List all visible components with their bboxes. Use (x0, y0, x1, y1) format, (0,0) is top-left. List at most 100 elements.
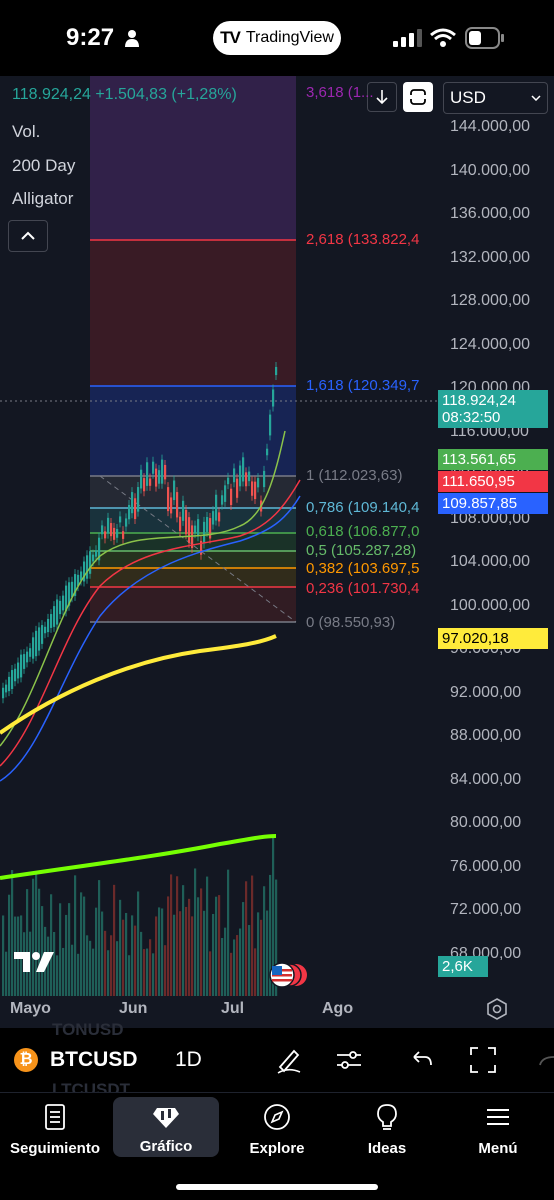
candle (47, 618, 50, 633)
undo-icon[interactable] (406, 1045, 436, 1075)
candle (161, 459, 164, 484)
ma200-tag: 97.020,18 (438, 628, 548, 649)
price-axis-label: 76.000,00 (450, 857, 522, 875)
candle (203, 521, 206, 544)
volume-bar (164, 945, 167, 996)
candle (56, 599, 59, 625)
volume-tag: 2,6K (438, 956, 488, 977)
volume-bar (62, 947, 65, 996)
candle (50, 614, 53, 628)
candle (248, 471, 251, 482)
fullscreen-frame-icon[interactable] (468, 1045, 498, 1075)
indicators-sliders-icon[interactable] (334, 1045, 364, 1075)
app-pill-label: TradingView (245, 29, 334, 46)
currency-select[interactable]: USD (443, 82, 548, 114)
candle (137, 487, 140, 512)
candle (173, 480, 176, 501)
us-flag-event-icon[interactable] (268, 960, 308, 990)
indicator-volume[interactable]: Vol. (12, 122, 41, 141)
volume-bar (200, 888, 203, 996)
price-chart[interactable] (0, 76, 554, 1028)
volume-bar (170, 874, 173, 996)
volume-bar (269, 874, 272, 996)
volume-bar (50, 894, 53, 996)
bottom-navigation: Seguimiento Gráfico Explore Ideas Menú (0, 1092, 554, 1200)
ohlc-change: 118.924,24 +1.504,83 (+1,28%) (12, 86, 237, 103)
volume-bar (248, 925, 251, 996)
nav-menu[interactable]: Menú (446, 1093, 550, 1165)
chart-area[interactable]: 118.924,24 +1.504,83 (+1,28%) Vol. 200 D… (0, 76, 554, 1028)
candle (92, 554, 95, 562)
candle (266, 448, 269, 456)
alligator-teeth-tag: 111.650,95 (438, 471, 548, 492)
volume-bar (101, 911, 104, 996)
hamburger-menu-icon (487, 1108, 509, 1125)
time-label-may: Mayo (10, 1000, 51, 1017)
volume-bar (179, 911, 182, 996)
candle (38, 627, 41, 651)
nav-chart[interactable]: Gráfico (113, 1097, 219, 1157)
nav-ideas[interactable]: Ideas (336, 1093, 438, 1165)
candle (83, 561, 86, 582)
volume-bar (26, 889, 29, 996)
candle (29, 648, 32, 657)
volume-bar (251, 875, 254, 996)
candle (5, 684, 8, 693)
candle (11, 670, 14, 689)
volume-bar (191, 916, 194, 996)
candle (44, 626, 47, 634)
volume-bar (230, 952, 233, 996)
volume-bar (77, 953, 80, 996)
volume-bar (206, 876, 209, 996)
volume-bar (155, 916, 158, 996)
alligator-teeth-line (0, 479, 301, 767)
fib-zone-0382 (90, 568, 296, 587)
volume-bar (188, 898, 191, 996)
volume-bar (131, 915, 134, 996)
price-axis-label: 128.000,00 (450, 292, 531, 309)
indicator-alligator[interactable]: Alligator (12, 189, 74, 208)
candle (188, 517, 191, 543)
drawing-pen-icon[interactable] (274, 1045, 304, 1075)
volume-bar (227, 869, 230, 996)
alligator-jaw-line (0, 495, 301, 782)
home-indicator (176, 1184, 378, 1190)
interval-selector[interactable]: 1D (175, 1048, 202, 1071)
volume-bar (176, 876, 179, 996)
volume-bar (209, 951, 212, 996)
candle (74, 574, 77, 596)
download-button[interactable] (367, 82, 397, 112)
cellular-signal-icon (393, 29, 422, 47)
redo-icon[interactable] (536, 1045, 554, 1075)
nav-chart-label: Gráfico (139, 1137, 193, 1155)
chart-settings-icon[interactable] (486, 998, 508, 1020)
volume-bar (143, 949, 146, 996)
volume-bar (65, 914, 68, 996)
nav-watchlist[interactable]: Seguimiento (4, 1093, 106, 1165)
time-label-jun: Jun (119, 1000, 148, 1017)
candle (218, 512, 221, 522)
volume-bar (35, 872, 38, 996)
nav-ideas-label: Ideas (367, 1139, 407, 1157)
candle (200, 540, 203, 555)
candle (257, 478, 260, 488)
candle (26, 651, 29, 663)
candle (170, 497, 173, 514)
fib-label-0236: 0,236 (101.730,4 (306, 580, 420, 597)
volume-bar (89, 940, 92, 996)
price-axis-label: 88.000,00 (450, 727, 522, 744)
app-pill[interactable]: TV TradingView (213, 21, 341, 55)
price-axis-label: 80.000,00 (450, 814, 522, 831)
volume-bar (125, 912, 128, 996)
volume-bar (128, 955, 131, 996)
chart-candles-icon (153, 1107, 179, 1128)
volume-bar (74, 875, 77, 996)
nav-explore[interactable]: Explore (224, 1093, 330, 1165)
last-price-value: 118.924,24 (442, 392, 516, 409)
indicator-200-day[interactable]: 200 Day (12, 156, 76, 175)
alligator-jaw-tag: 109.857,85 (438, 493, 548, 514)
symbol-name[interactable]: BTCUSD (50, 1048, 138, 1071)
fullscreen-button[interactable] (403, 82, 433, 112)
collapse-indicators-button[interactable] (8, 220, 48, 252)
candle (101, 525, 104, 535)
